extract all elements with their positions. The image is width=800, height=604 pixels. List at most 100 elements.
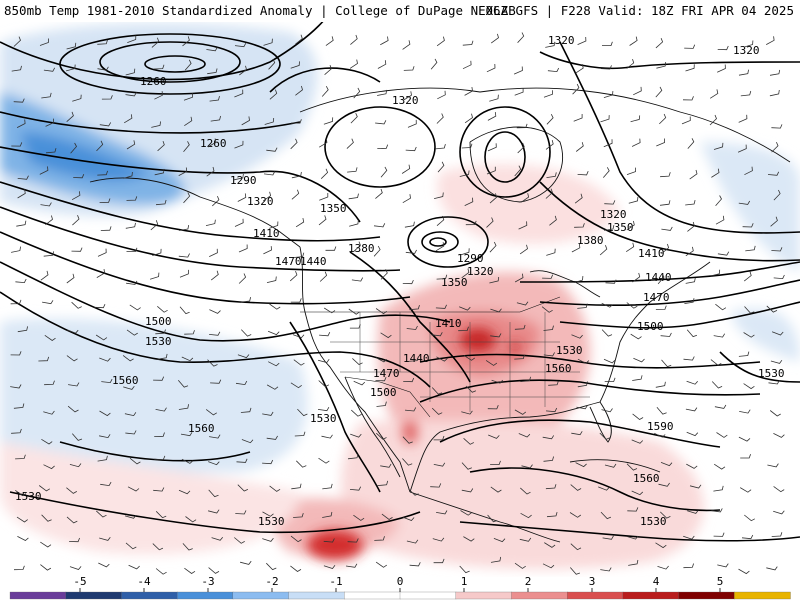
wind-barb xyxy=(323,565,336,569)
contour-label: 1530 xyxy=(15,490,42,503)
wind-barb xyxy=(152,248,162,256)
contour-label: 1470 xyxy=(643,291,670,304)
wind-barb xyxy=(237,354,250,359)
wind-barb xyxy=(541,306,553,313)
wind-barb xyxy=(430,483,442,488)
wind-barb xyxy=(94,303,106,309)
wind-barb xyxy=(465,385,477,393)
wind-barb xyxy=(154,455,166,461)
wind-barb xyxy=(463,438,474,445)
wind-barb xyxy=(654,432,666,438)
wind-barb xyxy=(403,66,415,71)
wind-barb xyxy=(571,243,581,253)
wind-barb xyxy=(405,249,417,254)
wind-barb xyxy=(264,117,275,125)
wind-barb xyxy=(239,65,247,76)
wind-barb xyxy=(630,115,641,123)
wind-barb xyxy=(206,166,215,177)
wind-barb xyxy=(347,538,359,543)
wind-barb xyxy=(69,463,82,468)
wind-barb xyxy=(545,140,554,150)
wind-barb xyxy=(101,378,113,384)
hotspot-plains xyxy=(460,328,496,352)
contour-label: 1560 xyxy=(112,374,139,387)
wind-barb xyxy=(600,115,610,123)
wind-barb xyxy=(66,487,77,494)
wind-barb xyxy=(407,119,417,128)
wind-barb xyxy=(574,223,585,228)
wind-barb xyxy=(625,242,635,253)
wind-barb xyxy=(71,433,83,441)
wind-barb xyxy=(543,90,553,98)
wind-barb xyxy=(205,219,216,226)
wind-barb xyxy=(744,166,753,176)
contour-label: 1290 xyxy=(230,174,257,187)
wind-barb xyxy=(686,431,699,437)
wind-barb xyxy=(40,270,49,281)
wind-barb xyxy=(686,463,698,469)
wind-barb xyxy=(290,535,302,543)
wind-barb xyxy=(266,147,278,152)
contour-label: 1320 xyxy=(467,265,494,278)
wind-barb xyxy=(743,271,752,282)
legend-swatch xyxy=(65,591,123,600)
contour-label: 1350 xyxy=(441,276,468,289)
wind-barb xyxy=(291,119,302,124)
wind-barb xyxy=(404,407,417,412)
wind-barb xyxy=(318,215,327,226)
contour-label: 1410 xyxy=(435,317,462,330)
wind-barb xyxy=(402,194,411,204)
contour-label: 1320 xyxy=(548,34,575,47)
contour-label: 1560 xyxy=(545,362,572,375)
wind-barb xyxy=(209,434,221,439)
wind-barb xyxy=(521,464,533,469)
wind-barb xyxy=(685,246,694,257)
wind-barb xyxy=(655,86,663,98)
wind-barb xyxy=(626,220,635,231)
wind-barb xyxy=(71,301,82,309)
wind-barb xyxy=(266,384,279,390)
wind-barb xyxy=(126,140,136,150)
contour-label: 1560 xyxy=(633,472,660,485)
wind-barb xyxy=(375,561,388,568)
wind-barb xyxy=(408,488,419,496)
wind-barb xyxy=(323,538,335,543)
wind-barb xyxy=(773,486,785,493)
wind-barb xyxy=(717,45,729,51)
wind-barb xyxy=(461,462,472,470)
wind-barb xyxy=(660,172,671,178)
wind-barb xyxy=(11,428,22,434)
wind-barb xyxy=(745,245,756,252)
wind-barb xyxy=(179,269,189,278)
wind-barb xyxy=(96,510,107,518)
wind-barb xyxy=(661,359,672,368)
contour-1260-low-core xyxy=(144,55,206,73)
contour-1290-core xyxy=(429,237,447,247)
wind-barb xyxy=(462,60,472,70)
wind-barb xyxy=(39,166,49,175)
cold-anomaly-bering xyxy=(20,132,150,181)
wind-barb xyxy=(96,140,104,152)
wind-barb xyxy=(771,532,783,537)
wind-barb xyxy=(263,171,276,176)
wind-barb xyxy=(520,376,531,382)
wind-barb xyxy=(738,69,749,76)
wind-barb xyxy=(293,512,304,518)
legend-tick-label: 2 xyxy=(525,575,532,588)
legend-tick-label: 1 xyxy=(461,575,468,588)
contour-labels: 1260 1260 1290 1320 1350 1320 1320 1320 … xyxy=(15,34,785,528)
wind-barb xyxy=(126,280,138,285)
contour-label: 1350 xyxy=(607,221,634,234)
wind-barb xyxy=(157,353,168,360)
model-run-info: 06Z GFS | F228 Valid: 18Z FRI APR 04 202… xyxy=(485,3,794,18)
wind-barb xyxy=(715,195,722,207)
wind-barb xyxy=(234,218,244,227)
wind-barb xyxy=(240,407,252,413)
wind-barb xyxy=(373,223,386,228)
wind-barb xyxy=(773,433,785,438)
contour-label: 1500 xyxy=(637,320,664,333)
wind-barb xyxy=(291,189,300,200)
wind-barb xyxy=(547,67,560,73)
wind-barb xyxy=(97,66,109,71)
wind-barb xyxy=(266,435,278,440)
